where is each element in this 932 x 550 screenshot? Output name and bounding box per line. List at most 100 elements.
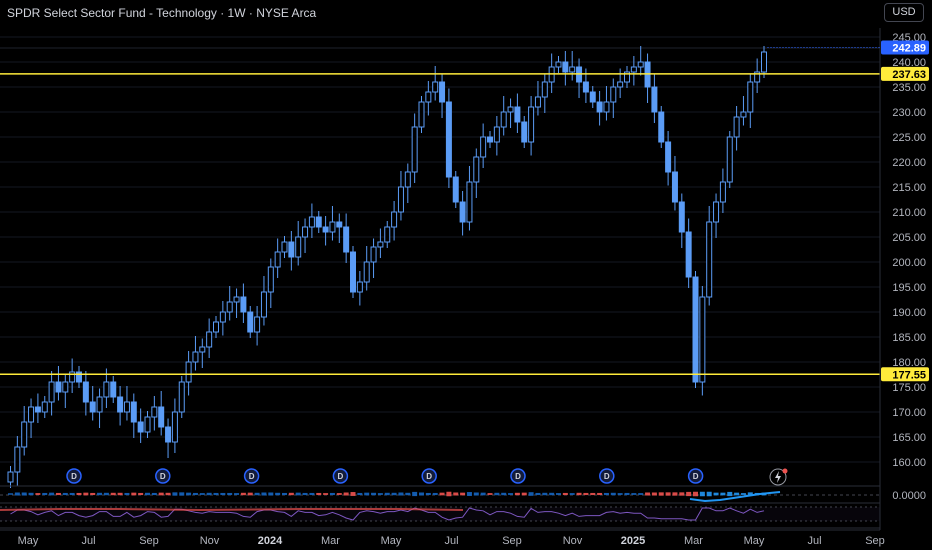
candle [432,66,439,101]
histogram-bar [97,492,103,496]
dividend-label: D [338,472,344,481]
candle-body [260,291,267,318]
dividend-label: D [515,472,521,481]
candle-body [507,106,514,113]
candle-body [761,51,767,73]
candle [685,218,692,288]
candle-body [219,311,226,323]
histogram-bar [282,492,287,496]
dividend-icon[interactable] [155,468,171,484]
histogram-bar [740,493,746,495]
histogram-bar [165,492,171,496]
candle-body [165,426,172,443]
rsi-indicator-pane[interactable] [0,502,880,529]
candle [480,123,487,168]
candle-body [96,396,103,413]
dividend-marker[interactable]: D [687,468,704,484]
price-tick-label: 215.00 [892,182,926,194]
dividend-icon[interactable] [332,468,349,484]
candle [466,166,473,231]
time-tick-label: May [18,535,39,547]
price-axis[interactable]: 245.00240.00235.00230.00225.00220.00215.… [879,28,926,530]
price-tick-label: 170.00 [892,407,926,419]
histogram-bar [384,492,390,496]
dividend-icon[interactable] [243,468,260,484]
earnings-flash-marker[interactable] [769,468,788,486]
histogram-bar [103,492,109,496]
dividend-label: D [693,472,699,481]
candle-body [747,81,754,113]
candle [740,96,747,126]
time-axis[interactable]: May Jul Sep Nov 2024 Mar May Jul Sep Nov 2025 Mar Ma… [0,529,885,547]
histogram-bar [432,492,438,496]
candle-body [555,61,562,68]
dividend-marker[interactable]: D [155,468,171,484]
histogram-bar [549,492,555,496]
dividend-marker[interactable]: D [332,468,349,484]
candle-body [267,266,274,293]
candle-body [466,181,473,223]
candle [110,376,117,403]
time-tick-label: Nov [200,535,220,547]
histogram-bar [425,492,431,496]
dividend-marker[interactable]: D [243,468,260,484]
candle-body [55,381,62,393]
dividend-marker[interactable]: D [510,468,526,484]
histogram-bar [261,492,267,496]
candle-body [213,321,219,333]
candle [69,358,76,393]
candle [343,213,350,263]
histogram-bar [206,492,212,496]
candle [137,408,144,443]
candle-body [671,171,678,203]
dividend-marker[interactable]: D [599,468,615,484]
candle-body [377,241,384,248]
dividend-label: D [249,472,255,481]
notification-dot [782,468,788,474]
candle-body [500,111,507,128]
candle-body [110,381,117,398]
candle [308,203,315,238]
candle [178,376,185,418]
dividend-marker[interactable]: D [66,468,82,484]
time-tick-label: Sep [139,535,159,547]
candle-body [322,226,329,233]
candle-body [404,171,411,188]
candle [55,366,62,401]
candle-body [329,221,336,233]
dividend-icon[interactable] [66,468,82,484]
candle [671,156,678,211]
dividend-icon[interactable] [687,468,704,484]
histogram-bar [275,492,281,496]
dividend-marker[interactable]: D [421,468,437,484]
horizontal-level-lines[interactable] [0,73,880,375]
currency-button[interactable]: USD [884,3,924,22]
time-tick-label: Nov [563,535,583,547]
dividend-icon[interactable] [421,468,437,484]
histogram-bar [412,491,418,497]
candle-body [206,331,213,348]
candle-body [123,401,130,413]
flash-icon[interactable] [769,468,787,486]
candle [507,98,514,128]
candle [315,211,322,233]
candle [240,283,247,323]
histogram-bar [590,492,596,496]
candle [158,391,165,436]
candle-body [719,181,726,203]
dividend-icon[interactable] [599,468,615,484]
candle-body [103,381,110,398]
candle [350,246,356,298]
candle [439,73,446,118]
candle [699,286,706,396]
histogram-bar [473,492,479,496]
candle [260,276,267,326]
candle-body [473,156,480,183]
dividend-icon[interactable] [510,468,526,484]
candle-body [240,296,247,313]
candle [82,371,89,416]
histogram-indicator-pane[interactable] [0,485,880,503]
histogram-bar [350,492,356,496]
